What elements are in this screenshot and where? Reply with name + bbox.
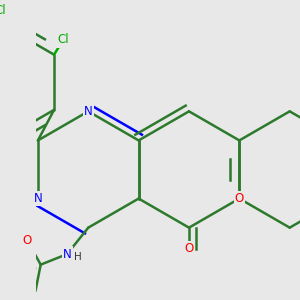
Text: O: O [23, 234, 32, 248]
Text: Cl: Cl [58, 33, 69, 46]
Text: N: N [34, 192, 42, 205]
Text: Cl: Cl [0, 4, 7, 17]
Text: O: O [184, 242, 194, 255]
Text: H: H [74, 252, 82, 262]
Text: N: N [84, 105, 93, 118]
Text: N: N [63, 248, 71, 261]
Text: O: O [235, 192, 244, 205]
